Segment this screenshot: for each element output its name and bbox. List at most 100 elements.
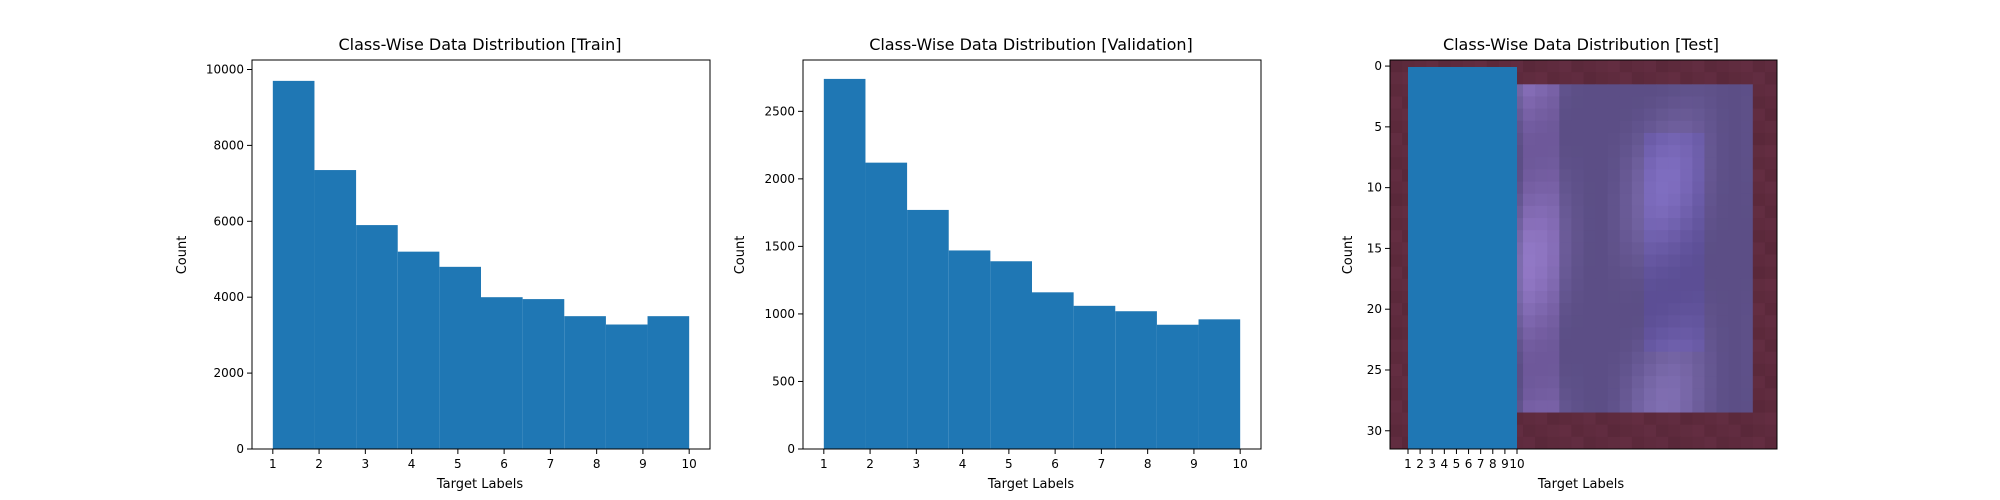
test-image-cell bbox=[1583, 157, 1597, 170]
test-image-cell bbox=[1559, 84, 1572, 97]
test-image-cell bbox=[1390, 254, 1403, 268]
train-bar bbox=[356, 225, 398, 449]
test-image-cell bbox=[1583, 60, 1597, 73]
test-image-cell bbox=[1595, 108, 1609, 122]
test-image-cell bbox=[1583, 436, 1597, 450]
test-image-cell bbox=[1764, 120, 1778, 134]
test-image-cell bbox=[1764, 157, 1778, 170]
test-image-cell bbox=[1523, 145, 1536, 158]
test-image-cell bbox=[1631, 242, 1645, 255]
test-image-cell bbox=[1571, 339, 1584, 353]
test-image-cell bbox=[1716, 230, 1730, 243]
test-image-cell bbox=[1535, 376, 1548, 389]
test-image-cell bbox=[1716, 376, 1730, 389]
test-image-cell bbox=[1716, 60, 1730, 73]
test-image-cell bbox=[1643, 303, 1657, 316]
test-image-cell bbox=[1716, 400, 1730, 414]
test-image-cell bbox=[1752, 339, 1766, 353]
test-image-cell bbox=[1680, 108, 1693, 122]
test-image-cell bbox=[1716, 169, 1730, 183]
test-image-cell bbox=[1764, 230, 1778, 243]
test-image-cell bbox=[1668, 169, 1681, 183]
test-image-cell bbox=[1607, 205, 1621, 219]
validation-x-tick-label: 8 bbox=[1144, 457, 1152, 471]
test-image-cell bbox=[1668, 278, 1681, 292]
test-image-cell bbox=[1390, 205, 1403, 219]
train-y-tick-label: 6000 bbox=[213, 214, 244, 228]
test-image-cell bbox=[1764, 132, 1778, 146]
test-image-cell bbox=[1619, 436, 1633, 450]
test-image-cell bbox=[1390, 315, 1403, 328]
train-bar bbox=[605, 324, 648, 449]
test-image-cell bbox=[1656, 424, 1669, 438]
test-image-cell bbox=[1668, 205, 1681, 219]
test-image-cell bbox=[1559, 218, 1572, 231]
test-image-cell bbox=[1752, 412, 1766, 426]
test-image-cell bbox=[1692, 132, 1705, 146]
test-x-axis-label: Target Labels bbox=[1537, 477, 1624, 492]
test-image-cell bbox=[1547, 412, 1560, 426]
test-image-cell bbox=[1643, 218, 1657, 231]
test-image-cell bbox=[1716, 218, 1730, 231]
test-image-cell bbox=[1607, 84, 1621, 97]
test-image-cell bbox=[1619, 169, 1633, 183]
test-image-cell bbox=[1595, 181, 1609, 195]
test-image-cell bbox=[1752, 145, 1766, 158]
test-image-cell bbox=[1547, 339, 1560, 353]
test-image-cell bbox=[1643, 96, 1657, 110]
validation-y-tick-label: 500 bbox=[772, 374, 795, 388]
test-image-cell bbox=[1740, 303, 1754, 316]
test-image-cell bbox=[1716, 145, 1730, 158]
test-image-cell bbox=[1680, 363, 1693, 377]
validation-bar bbox=[1198, 319, 1241, 449]
test-image-cell bbox=[1631, 388, 1645, 401]
test-image-cell bbox=[1643, 290, 1657, 304]
test-image-cell bbox=[1716, 242, 1730, 255]
test-image-cell bbox=[1764, 84, 1778, 97]
train-x-tick-label: 3 bbox=[362, 457, 370, 471]
test-image-cell bbox=[1656, 218, 1669, 231]
test-image-cell bbox=[1680, 230, 1693, 243]
test-image-cell bbox=[1571, 132, 1584, 146]
test-image-cell bbox=[1571, 376, 1584, 389]
test-image-cell bbox=[1668, 60, 1681, 73]
test-image-cell bbox=[1583, 424, 1597, 438]
test-image-cell bbox=[1390, 376, 1403, 389]
test-image-cell bbox=[1692, 169, 1705, 183]
test-image-cell bbox=[1619, 120, 1633, 134]
test-image-cell bbox=[1523, 351, 1536, 365]
test-image-cell bbox=[1595, 230, 1609, 243]
test-image-cell bbox=[1619, 181, 1633, 195]
test-image-cell bbox=[1668, 339, 1681, 353]
test-image-cell bbox=[1571, 278, 1584, 292]
test-image-cell bbox=[1668, 84, 1681, 97]
test-image-cell bbox=[1607, 400, 1621, 414]
test-image-cell bbox=[1559, 400, 1572, 414]
test-image-cell bbox=[1571, 193, 1584, 207]
validation-bar bbox=[990, 261, 1032, 449]
test-image-cell bbox=[1607, 242, 1621, 255]
test-image-cell bbox=[1583, 242, 1597, 255]
test-image-cell bbox=[1764, 424, 1778, 438]
test-image-cell bbox=[1740, 388, 1754, 401]
test-image-cell bbox=[1656, 303, 1669, 316]
test-image-cell bbox=[1583, 96, 1597, 110]
test-image-cell bbox=[1668, 303, 1681, 316]
test-image-cell bbox=[1728, 254, 1742, 268]
validation-x-tick-label: 10 bbox=[1233, 457, 1248, 471]
test-image-cell bbox=[1740, 436, 1754, 450]
validation-chart: Class-Wise Data Distribution [Validation… bbox=[733, 35, 1262, 492]
test-image-cell bbox=[1728, 157, 1742, 170]
test-image-cell bbox=[1643, 278, 1657, 292]
test-image-cell bbox=[1583, 72, 1597, 85]
test-image-cell bbox=[1583, 290, 1597, 304]
test-image-cell bbox=[1547, 60, 1560, 73]
test-image-cell bbox=[1668, 218, 1681, 231]
test-image-cell bbox=[1656, 327, 1669, 341]
test-image-cell bbox=[1692, 218, 1705, 231]
test-image-cell bbox=[1571, 60, 1584, 73]
test-image-cell bbox=[1643, 132, 1657, 146]
test-image-cell bbox=[1643, 254, 1657, 268]
test-image-cell bbox=[1752, 132, 1766, 146]
test-image-cell bbox=[1643, 72, 1657, 85]
